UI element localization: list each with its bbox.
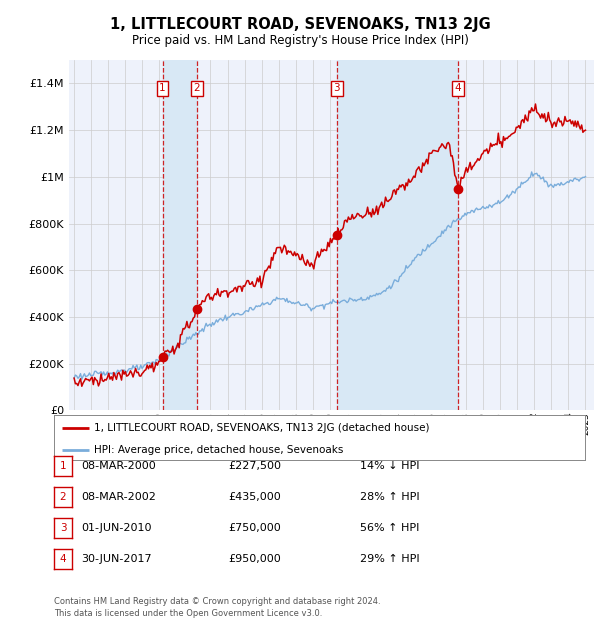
Text: 2: 2 xyxy=(59,492,67,502)
Text: HPI: Average price, detached house, Sevenoaks: HPI: Average price, detached house, Seve… xyxy=(94,445,343,455)
Bar xyxy=(337,60,458,410)
Bar xyxy=(163,60,197,410)
Text: 30-JUN-2017: 30-JUN-2017 xyxy=(81,554,152,564)
Text: 56% ↑ HPI: 56% ↑ HPI xyxy=(360,523,419,533)
Text: 08-MAR-2002: 08-MAR-2002 xyxy=(81,492,156,502)
Text: Price paid vs. HM Land Registry's House Price Index (HPI): Price paid vs. HM Land Registry's House … xyxy=(131,34,469,47)
Text: 29% ↑ HPI: 29% ↑ HPI xyxy=(360,554,419,564)
Text: Contains HM Land Registry data © Crown copyright and database right 2024.
This d: Contains HM Land Registry data © Crown c… xyxy=(54,597,380,618)
Text: 14% ↓ HPI: 14% ↓ HPI xyxy=(360,461,419,471)
Text: 01-JUN-2010: 01-JUN-2010 xyxy=(81,523,151,533)
Text: 4: 4 xyxy=(454,83,461,93)
Text: 3: 3 xyxy=(59,523,67,533)
Text: 2: 2 xyxy=(193,83,200,93)
Text: 08-MAR-2000: 08-MAR-2000 xyxy=(81,461,156,471)
Text: 28% ↑ HPI: 28% ↑ HPI xyxy=(360,492,419,502)
Text: 1: 1 xyxy=(159,83,166,93)
Text: 1: 1 xyxy=(59,461,67,471)
Text: 1, LITTLECOURT ROAD, SEVENOAKS, TN13 2JG: 1, LITTLECOURT ROAD, SEVENOAKS, TN13 2JG xyxy=(110,17,490,32)
Text: £950,000: £950,000 xyxy=(228,554,281,564)
Text: 4: 4 xyxy=(59,554,67,564)
Text: £435,000: £435,000 xyxy=(228,492,281,502)
Text: 1, LITTLECOURT ROAD, SEVENOAKS, TN13 2JG (detached house): 1, LITTLECOURT ROAD, SEVENOAKS, TN13 2JG… xyxy=(94,423,430,433)
Text: 3: 3 xyxy=(334,83,340,93)
Text: £227,500: £227,500 xyxy=(228,461,281,471)
Text: £750,000: £750,000 xyxy=(228,523,281,533)
